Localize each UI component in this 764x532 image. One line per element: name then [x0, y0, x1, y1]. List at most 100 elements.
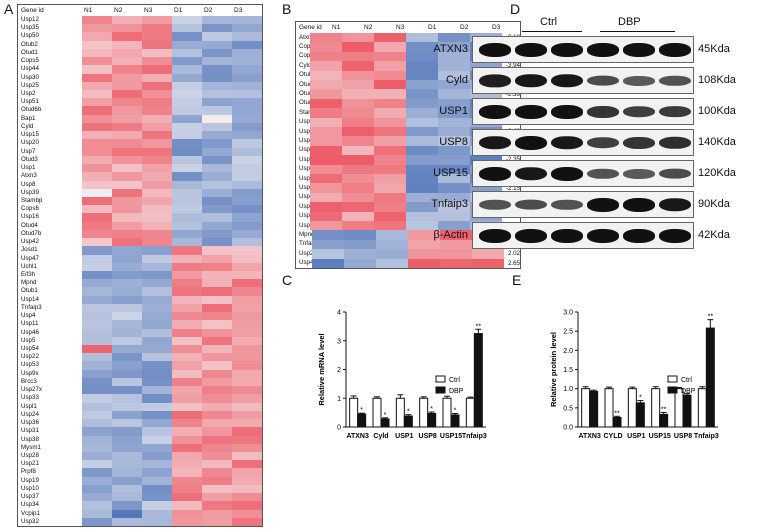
- heatmap-cell: [112, 419, 142, 428]
- heatmap-cell: [232, 493, 262, 502]
- heatmap-gene-label: Cyld: [299, 61, 310, 69]
- significance-marker: **: [708, 314, 714, 321]
- blot-band: [515, 73, 547, 88]
- bar-ctrl: [651, 388, 661, 428]
- heatmap-cell: [172, 81, 202, 91]
- heatmap-cell: [309, 155, 342, 165]
- heatmap-cell: [437, 202, 470, 212]
- heatmap-cell: [202, 246, 232, 255]
- heatmap-cell: [172, 40, 202, 49]
- heatmap-cell: [172, 131, 202, 140]
- heatmap-cell: [202, 336, 232, 346]
- heatmap-cell: [232, 377, 262, 387]
- heatmap-gene-label: Uspl1: [21, 402, 37, 410]
- bar-dbp: [589, 390, 599, 428]
- heatmap-cell: [112, 213, 142, 222]
- heatmap-row: Usp9x: [18, 369, 262, 378]
- heatmap-cell: [437, 80, 470, 90]
- heatmap-row: Josd1: [18, 246, 262, 255]
- blot-protein-label: β-Actin: [433, 229, 468, 241]
- heatmap-cell: [82, 246, 112, 255]
- heatmap-cell: [112, 196, 142, 206]
- bar-ctrl: [581, 388, 591, 428]
- heatmap-cell: [112, 320, 142, 329]
- heatmap-cell: [309, 164, 342, 174]
- heatmap-gene-label: Usp2: [299, 146, 311, 154]
- legend-label: DBP: [449, 388, 464, 395]
- heatmap-cell: [82, 114, 112, 123]
- heatmap-cell: [142, 287, 172, 296]
- heatmap-gene-label: Usp15: [21, 131, 39, 139]
- heatmap-cell: [341, 117, 374, 127]
- heatmap-cell: [82, 229, 112, 239]
- heatmap-gene-label: Usp9x: [21, 369, 39, 377]
- heatmap-gene-label: Usp51: [21, 98, 39, 106]
- heatmap-row: Bap1: [18, 114, 262, 123]
- blot-band: [515, 199, 547, 210]
- heatmap-cell: [82, 517, 112, 526]
- heatmap-cell: [202, 369, 232, 378]
- panel-letter-c: C: [282, 272, 293, 288]
- heatmap-cell: [172, 394, 202, 403]
- heatmap-gene-label: Usp46: [21, 328, 39, 336]
- heatmap-cell: [112, 147, 142, 156]
- heatmap-cell: [142, 32, 172, 41]
- heatmap-cell: [172, 501, 202, 510]
- heatmap-cell: [172, 369, 202, 378]
- heatmap-gene-label: Usp8: [21, 180, 36, 188]
- blot-band: [623, 42, 655, 57]
- heatmap-cell: [112, 90, 142, 99]
- heatmap-cell: [202, 205, 232, 214]
- heatmap-cell: [202, 377, 232, 387]
- heatmap-row: Otud6b: [18, 106, 262, 115]
- heatmap-row: Otub1: [18, 287, 262, 296]
- heatmap-cell: [375, 258, 408, 268]
- heatmap-cell: [82, 443, 112, 452]
- heatmap-row: Prpf8: [18, 468, 262, 477]
- blot-size-label: 140Kda: [698, 136, 736, 148]
- heatmap-cell: [172, 90, 202, 99]
- heatmap-cell: [202, 386, 232, 395]
- heatmap-cell: [202, 345, 232, 354]
- heatmap-cell: [407, 239, 440, 250]
- heatmap-cell: [341, 33, 374, 43]
- x-tick-label: USP8: [419, 433, 437, 440]
- heatmap-cell: [82, 468, 112, 477]
- heatmap-cell: [172, 353, 202, 362]
- heatmap-cell: [202, 238, 232, 247]
- heatmap-cell: [309, 89, 342, 99]
- heatmap-cell: [142, 131, 172, 140]
- heatmap-cell: [469, 155, 502, 165]
- heatmap-cell: [202, 303, 232, 313]
- heatmap-gene-label: Usp39: [21, 188, 39, 196]
- heatmap-cell: [232, 468, 262, 477]
- heatmap-cell: [82, 73, 112, 82]
- legend-swatch: [435, 375, 446, 383]
- heatmap-cell: [341, 202, 374, 212]
- heatmap-cell: [112, 427, 142, 436]
- heatmap-cell: [232, 196, 262, 206]
- heatmap-cell: [112, 155, 142, 165]
- blot-size-label: 90Kda: [698, 198, 730, 210]
- heatmap-row: Usp46 2.65: [296, 258, 520, 268]
- heatmap-cell: [232, 394, 262, 403]
- heatmap-cell: [232, 65, 262, 74]
- heatmap-cell: [405, 61, 438, 71]
- log2fc-value: -3.94: [505, 62, 520, 70]
- heatmap-cell: [172, 188, 202, 197]
- heatmap-cell: [82, 271, 112, 280]
- heatmap-cell: [341, 211, 374, 221]
- legend-swatch: [435, 386, 446, 394]
- heatmap-row: Usp7: [18, 147, 262, 156]
- heatmap-cell: [439, 258, 472, 268]
- heatmap-cell: [309, 221, 342, 231]
- heatmap-cell: [142, 65, 172, 74]
- heatmap-cell: [405, 136, 438, 146]
- heatmap-cell: [373, 117, 406, 127]
- heatmap-cell: [341, 164, 374, 174]
- heatmap-gene-label: Eif3h: [21, 271, 36, 278]
- heatmap-cell: [373, 127, 406, 137]
- heatmap-cell: [437, 98, 470, 109]
- y-tick-label: 2: [337, 367, 341, 374]
- heatmap-gene-label: Usp16: [21, 213, 39, 221]
